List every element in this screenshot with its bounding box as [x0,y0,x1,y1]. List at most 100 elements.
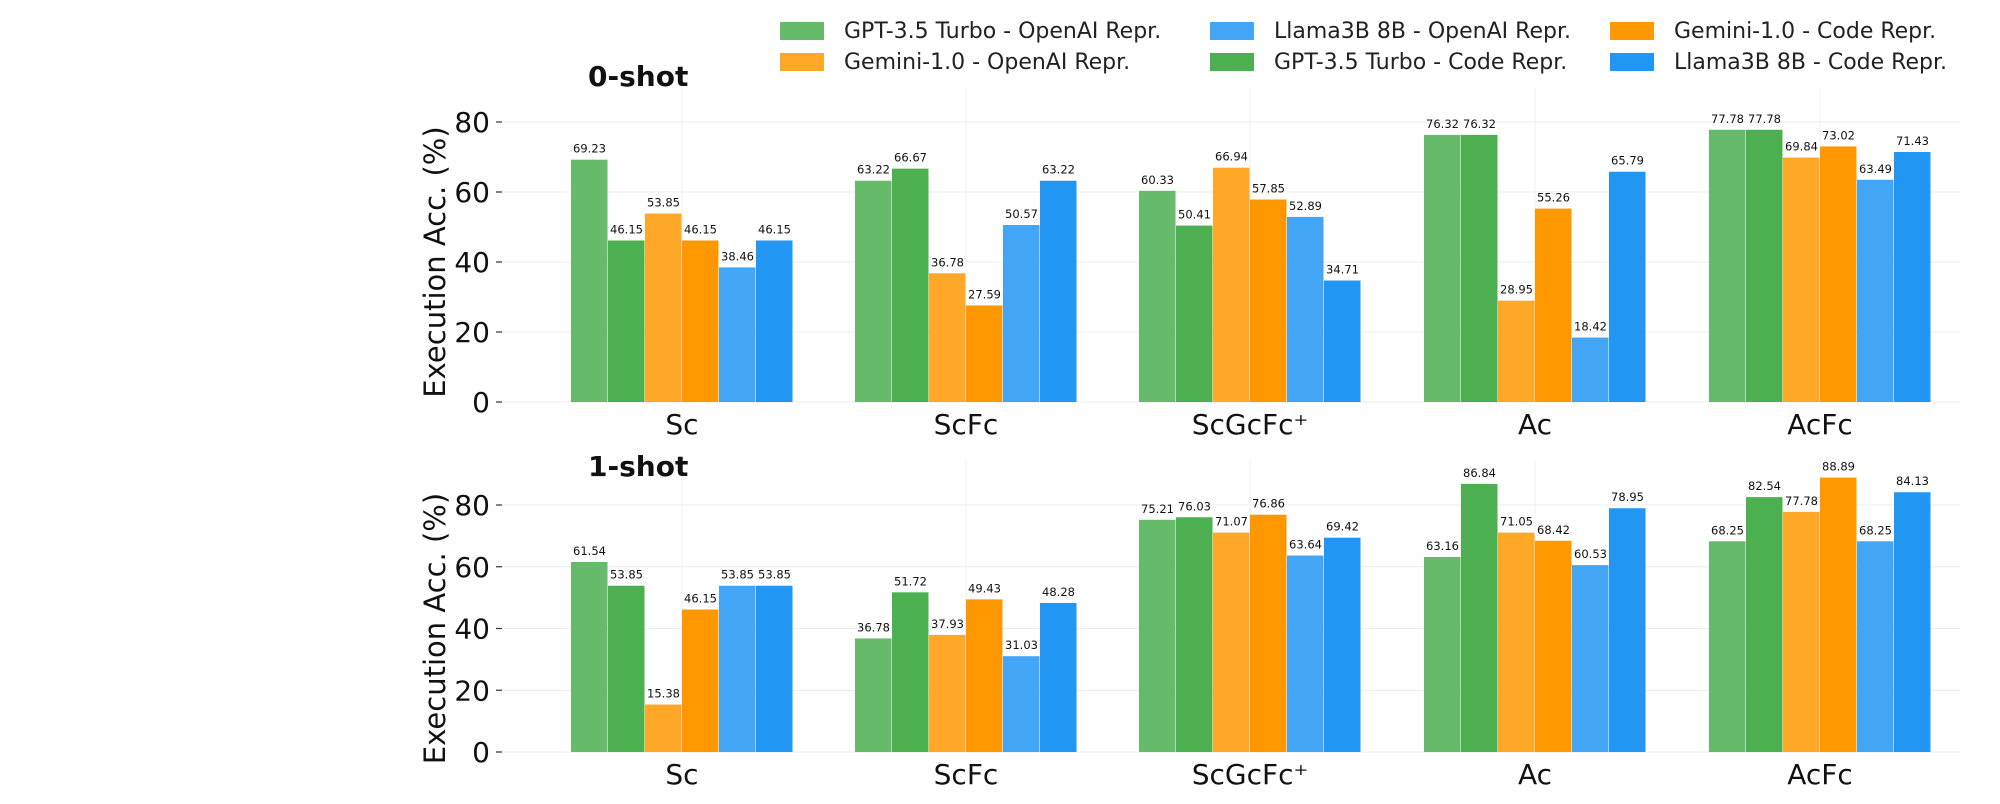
bar-data-label: 51.72 [894,574,927,588]
bar [1250,199,1287,402]
bar-data-label: 46.15 [758,222,791,236]
bar [1324,280,1361,402]
bar [608,240,645,402]
bar [929,273,966,402]
x-tick-label: ScGcFc⁺ [1192,408,1309,441]
bar-data-label: 50.41 [1178,208,1211,222]
bar-data-label: 82.54 [1748,479,1781,493]
bar-data-label: 38.46 [721,249,754,263]
bar-data-label: 37.93 [931,617,964,631]
legend-item: GPT-3.5 Turbo - OpenAI Repr. [780,19,1161,44]
bar-data-label: 88.89 [1822,460,1855,474]
bar-data-label: 53.85 [647,196,680,210]
bar-group: 60.33 50.41 66.94 57.85 52.89 34.71 [1139,150,1361,402]
bar-data-label: 76.86 [1252,497,1285,511]
bar [571,159,608,402]
bar-data-label: 76.32 [1463,117,1496,131]
bar [1535,540,1572,752]
bar [645,213,682,402]
bar-data-label: 71.07 [1215,515,1248,529]
bar [1324,537,1361,752]
bar [1894,492,1931,752]
x-tick-label: ScFc [934,408,999,441]
bar-data-label: 68.25 [1711,523,1744,537]
y-tick-label: 0 [472,386,490,419]
bar [1139,190,1176,402]
bar [1609,171,1646,402]
bar [1040,602,1077,752]
bar [1287,555,1324,752]
x-tick-label: ScGcFc⁺ [1192,758,1309,791]
bar [719,585,756,752]
bar-data-label: 31.03 [1005,638,1038,652]
bar [1857,179,1894,402]
legend-item: GPT-3.5 Turbo - Code Repr. [1210,50,1567,75]
y-tick-label: 0 [472,736,490,769]
bar-data-label: 27.59 [968,287,1001,301]
legend-swatch [780,53,824,71]
legend-label: Gemini-1.0 - OpenAI Repr. [844,50,1130,75]
bar [1213,532,1250,752]
bar-data-label: 53.85 [721,568,754,582]
bar-data-label: 84.13 [1896,474,1929,488]
y-tick-label: 40 [454,613,490,646]
bar-data-label: 77.78 [1748,112,1781,126]
bar [719,267,756,402]
bar [756,240,793,402]
bar [571,561,608,752]
bar-group: 63.22 66.67 36.78 27.59 50.57 63.22 [855,151,1077,402]
bar [1857,541,1894,752]
bar [1746,129,1783,402]
bar-data-label: 69.84 [1785,140,1818,154]
bar-data-label: 50.57 [1005,207,1038,221]
bar [855,638,892,752]
bar [1709,129,1746,402]
legend: GPT-3.5 Turbo - OpenAI Repr. Gemini-1.0 -… [780,19,1947,75]
bar-data-label: 15.38 [647,687,680,701]
y-axis-label: Execution Acc. (%) [418,493,452,764]
bar [1498,532,1535,752]
bar-data-label: 71.43 [1896,134,1929,148]
legend-swatch [1610,22,1654,40]
legend-swatch [1610,53,1654,71]
bar [1783,157,1820,402]
bar-data-label: 63.22 [1042,163,1075,177]
bar [1535,208,1572,402]
bar-data-label: 61.54 [573,544,606,558]
bar-data-label: 46.15 [684,222,717,236]
legend-item: Llama3B 8B - Code Repr. [1610,50,1947,75]
bar-data-label: 78.95 [1611,490,1644,504]
bar [1003,225,1040,402]
bar [929,634,966,752]
bar-group: 75.21 76.03 71.07 76.86 63.64 69.42 [1139,497,1361,752]
bar-data-label: 76.32 [1426,117,1459,131]
bar-data-label: 36.78 [931,255,964,269]
bar-data-label: 69.42 [1326,520,1359,534]
bar-data-label: 60.53 [1574,547,1607,561]
bar-data-label: 49.43 [968,581,1001,595]
bar [1003,656,1040,752]
y-tick-label: 60 [454,176,490,209]
bar [1572,565,1609,752]
bar-data-label: 66.67 [894,151,927,165]
bar [1250,514,1287,752]
bar-group: 77.78 77.78 69.84 73.02 63.49 71.43 [1709,112,1931,402]
x-tick-label: AcFc [1787,408,1853,441]
bar [1709,541,1746,752]
bar-data-label: 86.84 [1463,466,1496,480]
y-tick-label: 20 [454,316,490,349]
bar-group: 69.23 46.15 53.85 46.15 38.46 46.15 [571,142,793,402]
bar-group: 63.16 86.84 71.05 68.42 60.53 78.95 [1424,466,1646,752]
legend-label: Llama3B 8B - Code Repr. [1674,50,1947,75]
bar-data-label: 18.42 [1574,320,1607,334]
bar-data-label: 53.85 [610,568,643,582]
bar [1213,167,1250,402]
bar [1894,151,1931,402]
panel-title: 1-shot [588,450,688,483]
bar [966,305,1003,402]
bar-data-label: 76.03 [1178,499,1211,513]
panel-title: 0-shot [588,60,688,93]
bar [1820,477,1857,752]
